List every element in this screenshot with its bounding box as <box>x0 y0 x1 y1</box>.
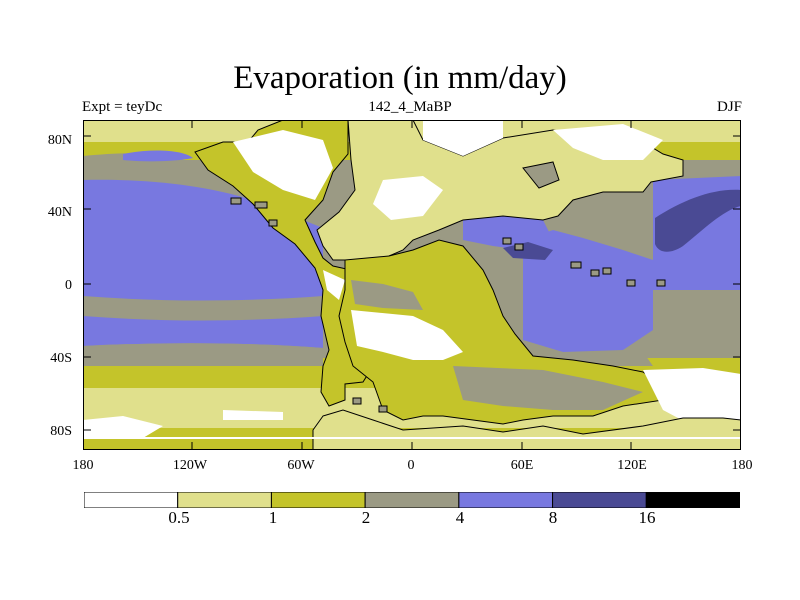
lon-label-180e: 180 <box>731 458 753 473</box>
island <box>268 219 278 227</box>
antarctic-white-east <box>643 368 741 426</box>
lon-label-180w: 180 <box>72 458 94 473</box>
africa-dry-core <box>351 310 463 360</box>
africa-gray-band <box>351 280 423 310</box>
asia-white <box>553 124 663 160</box>
island <box>570 261 582 269</box>
island <box>626 279 636 287</box>
antarctic-white-center <box>223 410 283 420</box>
lon-label-60e: 60E <box>510 458 534 473</box>
island <box>590 269 600 277</box>
colorbar-swatch <box>177 492 272 508</box>
island <box>514 243 524 251</box>
lat-label-80s: 80S <box>50 424 72 439</box>
colorbar-label: 8 <box>548 508 558 527</box>
lon-label-0: 0 <box>407 458 415 473</box>
island <box>352 397 362 405</box>
lat-label-40s: 40S <box>50 351 72 366</box>
colorbar-swatch <box>270 492 366 508</box>
colorbar-label: 4 <box>455 508 465 527</box>
colorbar-swatch <box>84 492 179 508</box>
island <box>602 267 612 275</box>
map-ticks <box>83 120 741 450</box>
inland-gray-patch <box>522 161 560 189</box>
indian-ocean-blue <box>523 230 653 352</box>
lon-label-60w: 60W <box>287 458 315 473</box>
antarctica <box>312 409 741 450</box>
kuroshio-high-evaporation <box>655 189 741 252</box>
south-pacific-gray <box>83 343 323 366</box>
north-pacific-blue <box>83 179 323 258</box>
colorbar-swatch <box>552 492 647 508</box>
island <box>254 201 268 209</box>
season-label: DJF <box>716 99 742 115</box>
colorbar-label: 16 <box>638 508 656 527</box>
antarctic-white-west <box>83 416 163 438</box>
colorbar-swatch <box>645 492 740 508</box>
period-label: 142_4_MaBP <box>368 99 452 115</box>
siberia-white <box>423 120 503 156</box>
experiment-label: Expt = teyDc <box>82 99 163 115</box>
colorbar-label: 1 <box>268 508 278 527</box>
colorbar <box>84 492 740 508</box>
colorbar-swatch <box>458 492 554 508</box>
lon-label-120w: 120W <box>172 458 208 473</box>
central-dry-patch <box>323 270 345 300</box>
lat-label-0: 0 <box>65 278 72 293</box>
western-continent <box>194 120 374 407</box>
island <box>656 279 666 287</box>
tethys-blue <box>463 216 553 250</box>
north-america-dry-interior <box>233 130 333 200</box>
lat-label-40n: 40N <box>47 205 72 220</box>
colorbar-label: 0.5 <box>168 508 190 527</box>
island <box>378 405 388 413</box>
north-pacific-cold-patch <box>123 150 193 162</box>
equatorial-gray-tongue <box>83 296 323 321</box>
island <box>230 197 242 205</box>
colorbar-label: 2 <box>361 508 371 527</box>
lon-label-120e: 120E <box>617 458 647 473</box>
map-title: Evaporation (in mm/day) <box>233 60 567 96</box>
europe-white <box>373 176 443 220</box>
australia-gray <box>453 366 643 410</box>
colorbar-swatch <box>364 492 460 508</box>
island <box>502 237 512 245</box>
lat-label-80n: 80N <box>47 133 72 148</box>
evaporation-map <box>83 120 741 450</box>
